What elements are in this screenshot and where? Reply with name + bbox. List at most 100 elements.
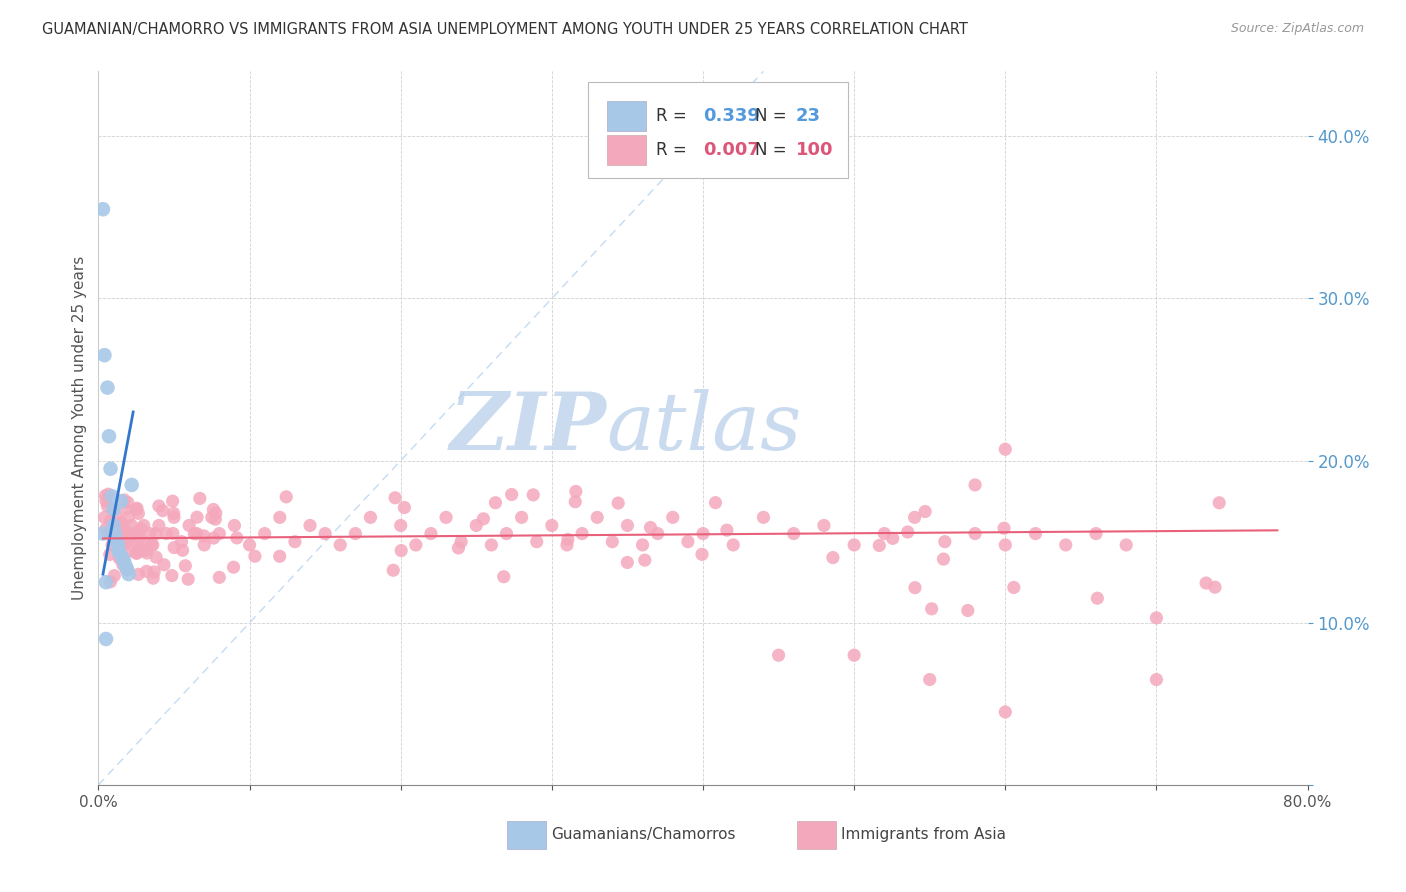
Point (434, 510, 457, 524)
Point (112, 526, 135, 541)
Text: 0.339: 0.339 (703, 107, 759, 125)
Point (121, 478, 143, 492)
Point (108, 526, 131, 541)
Point (389, 543, 412, 558)
Point (813, 518, 835, 533)
Point (111, 538, 134, 552)
Point (120, 526, 142, 541)
Point (103, 502, 125, 516)
Point (135, 543, 157, 558)
Point (540, 518, 562, 533)
Point (914, 504, 936, 518)
Point (125, 501, 148, 516)
Point (91, 202, 114, 217)
Point (202, 531, 225, 545)
Point (129, 522, 152, 536)
Point (155, 526, 177, 541)
Point (101, 489, 124, 503)
Point (100, 514, 122, 528)
Point (125, 546, 148, 560)
Point (115, 563, 138, 577)
Point (117, 495, 139, 509)
Point (103, 502, 125, 516)
Text: N =: N = (755, 141, 792, 159)
FancyBboxPatch shape (607, 102, 647, 131)
Point (170, 534, 193, 549)
Point (269, 549, 291, 564)
Point (112, 554, 135, 568)
Point (284, 534, 307, 549)
Point (100, 574, 122, 589)
Point (904, 581, 927, 595)
Point (186, 510, 208, 524)
Point (132, 518, 155, 533)
Point (141, 538, 163, 552)
Point (510, 510, 533, 524)
Point (526, 534, 548, 549)
Point (1144, 673, 1167, 687)
Point (121, 518, 143, 533)
Point (405, 538, 427, 552)
Text: Guamanians/Chamorros: Guamanians/Chamorros (551, 828, 735, 842)
Point (118, 567, 141, 582)
Point (1054, 538, 1077, 552)
Text: 0.007: 0.007 (703, 141, 759, 159)
Point (932, 552, 955, 566)
Point (162, 526, 184, 541)
Point (152, 504, 174, 518)
Point (193, 538, 215, 552)
Point (183, 526, 205, 541)
Point (565, 484, 588, 499)
Point (172, 543, 194, 558)
Point (112, 493, 135, 508)
Point (492, 570, 515, 584)
Point (110, 552, 132, 566)
Point (224, 518, 246, 533)
Point (163, 541, 186, 555)
Point (208, 526, 231, 541)
Point (94, 575, 117, 590)
Point (344, 526, 367, 541)
Point (186, 526, 208, 541)
Text: atlas: atlas (606, 390, 801, 467)
Point (132, 534, 155, 549)
Point (1002, 581, 1025, 595)
Point (110, 538, 132, 552)
Point (723, 538, 745, 552)
Point (100, 461, 122, 475)
Text: Immigrants from Asia: Immigrants from Asia (841, 828, 1005, 842)
Point (269, 510, 291, 524)
Point (360, 510, 382, 524)
Point (634, 553, 657, 567)
Point (135, 565, 157, 579)
Point (107, 542, 129, 557)
Y-axis label: Unemployment Among Youth under 25 years: Unemployment Among Youth under 25 years (72, 256, 87, 600)
Point (921, 602, 943, 616)
Point (108, 546, 131, 560)
Point (1085, 526, 1108, 541)
Point (1195, 576, 1218, 591)
Point (420, 526, 443, 541)
Point (382, 563, 405, 577)
Point (142, 571, 165, 585)
Point (389, 518, 412, 533)
Point (965, 526, 987, 541)
Text: 23: 23 (796, 107, 821, 125)
Point (177, 572, 200, 586)
Point (112, 522, 135, 536)
Point (495, 526, 517, 541)
Point (103, 568, 125, 582)
Point (111, 558, 134, 572)
Point (110, 494, 132, 508)
Point (904, 510, 927, 524)
Point (690, 547, 713, 561)
Text: R =: R = (655, 141, 692, 159)
Point (918, 673, 941, 687)
Point (616, 518, 638, 533)
Point (94, 494, 117, 508)
Point (98, 429, 121, 443)
Point (676, 534, 699, 549)
Point (873, 526, 896, 541)
Point (1144, 611, 1167, 625)
Point (501, 487, 523, 501)
